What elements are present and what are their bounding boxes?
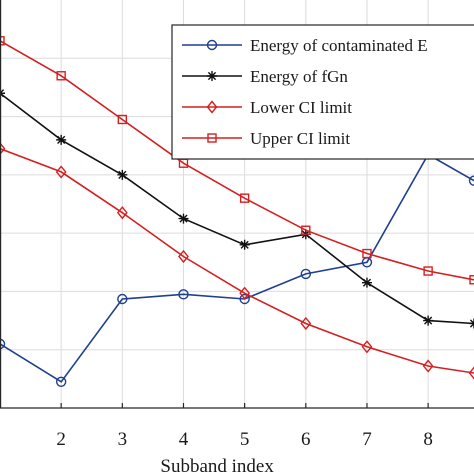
legend-entry: Energy of fGn [182,67,348,86]
series-3 [0,142,474,380]
data-point [178,213,189,224]
x-tick-label: 4 [179,429,189,450]
series-1 [0,149,474,387]
data-point [117,114,128,125]
data-point [423,266,433,276]
legend-marker [206,100,218,114]
data-point [239,293,250,305]
legend-label: Upper CI limit [250,129,350,148]
series-line [0,40,474,281]
legend-label: Lower CI limit [250,98,352,117]
data-point [361,340,373,354]
data-point [239,286,251,300]
data-point [468,366,474,380]
data-point [361,277,372,288]
x-tick-label: 5 [240,429,250,450]
series-4 [0,36,474,285]
data-point [178,249,189,264]
x-tick-label: 7 [362,429,372,450]
x-tick-label: 8 [423,429,433,450]
legend-box [171,24,474,160]
data-point [56,71,66,81]
data-point [423,315,434,326]
data-point [469,318,474,329]
data-point [362,248,372,259]
data-point [0,338,6,350]
data-point [300,316,312,331]
legend-entry: Upper CI limit [182,129,350,148]
legend-marker [207,71,217,81]
data-point [56,134,67,145]
x-tick-label: 6 [301,429,311,450]
legend: Energy of contaminated E Energy of fGn Low… [171,24,474,160]
data-point [300,268,312,280]
data-point [469,275,474,285]
data-point [239,193,250,203]
x-axis-label: Subband index [160,456,274,474]
data-point [0,142,6,156]
data-point [55,376,67,387]
data-point [301,225,311,235]
series-line [0,153,474,383]
data-point [0,36,5,46]
legend-marker [207,133,217,143]
x-tick-label: 3 [118,429,128,450]
series-line [0,147,474,374]
data-point [239,239,250,250]
legend-entry: Energy of contaminated E [182,36,428,55]
axis-layer: 2 3 4 5 6 7 8 [0,0,474,450]
data-point [468,175,474,186]
legend-entry: Lower CI limit [182,98,352,117]
data-point [116,206,128,220]
legend-label: Energy of contaminated E [250,36,428,55]
legend-marker [206,39,218,51]
data-point [117,293,128,305]
data-point [55,165,67,179]
data-point [117,169,128,180]
legend-label: Energy of fGn [250,67,348,86]
x-tick-label: 2 [56,429,66,450]
data-point [422,359,434,373]
data-point [178,289,189,300]
